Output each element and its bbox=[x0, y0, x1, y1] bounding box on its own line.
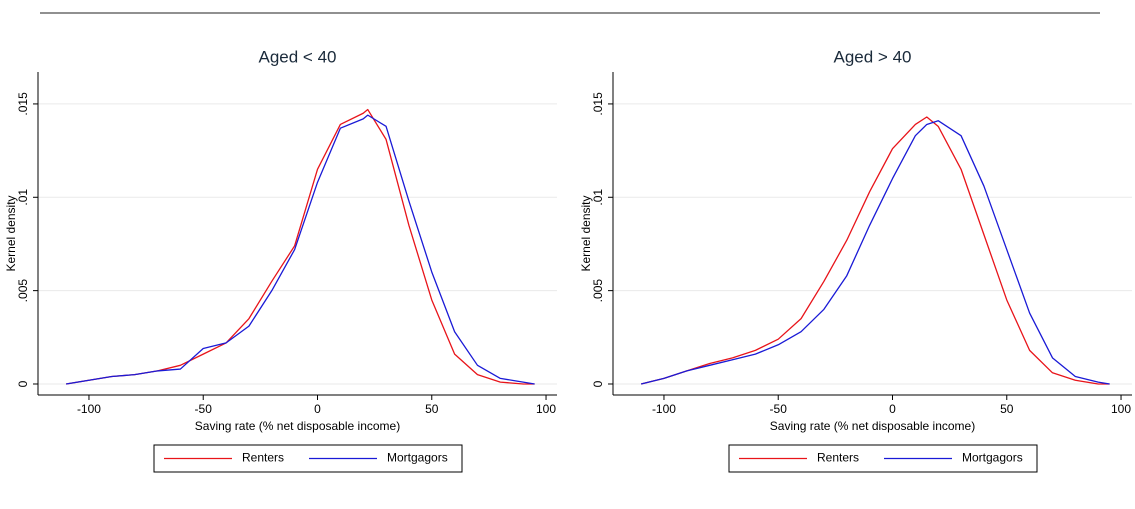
x-tick-label: 100 bbox=[536, 402, 556, 416]
series-line bbox=[640, 120, 1110, 385]
y-axis-label: Kernel density bbox=[4, 195, 18, 271]
series-line bbox=[66, 114, 535, 385]
x-tick-label: -100 bbox=[77, 402, 101, 416]
y-tick-label: .005 bbox=[591, 279, 605, 303]
y-tick-label: .01 bbox=[16, 189, 30, 206]
y-tick-label: .005 bbox=[16, 279, 30, 303]
x-axis-label: Saving rate (% net disposable income) bbox=[770, 419, 975, 433]
y-axis-label: Kernel density bbox=[579, 195, 593, 271]
y-tick-label: .015 bbox=[16, 92, 30, 116]
x-tick-label: 50 bbox=[425, 402, 439, 416]
legend-label: Mortgagors bbox=[387, 451, 448, 465]
x-tick-label: -50 bbox=[770, 402, 788, 416]
legend-label: Mortgagors bbox=[962, 451, 1023, 465]
series-line bbox=[66, 108, 535, 385]
x-tick-label: 0 bbox=[889, 402, 896, 416]
chart-title: Aged < 40 bbox=[259, 47, 337, 66]
y-tick-label: .01 bbox=[591, 189, 605, 206]
y-tick-label: .015 bbox=[591, 92, 605, 116]
y-tick-label: 0 bbox=[591, 380, 605, 387]
x-tick-label: -100 bbox=[652, 402, 676, 416]
series-line bbox=[640, 116, 1110, 385]
x-tick-label: -50 bbox=[195, 402, 213, 416]
legend-label: Renters bbox=[242, 451, 284, 465]
chart-title: Aged > 40 bbox=[834, 47, 912, 66]
x-tick-label: 50 bbox=[1000, 402, 1014, 416]
x-tick-label: 0 bbox=[314, 402, 321, 416]
y-tick-label: 0 bbox=[16, 380, 30, 387]
x-tick-label: 100 bbox=[1111, 402, 1131, 416]
legend-label: Renters bbox=[817, 451, 859, 465]
x-axis-label: Saving rate (% net disposable income) bbox=[195, 419, 400, 433]
